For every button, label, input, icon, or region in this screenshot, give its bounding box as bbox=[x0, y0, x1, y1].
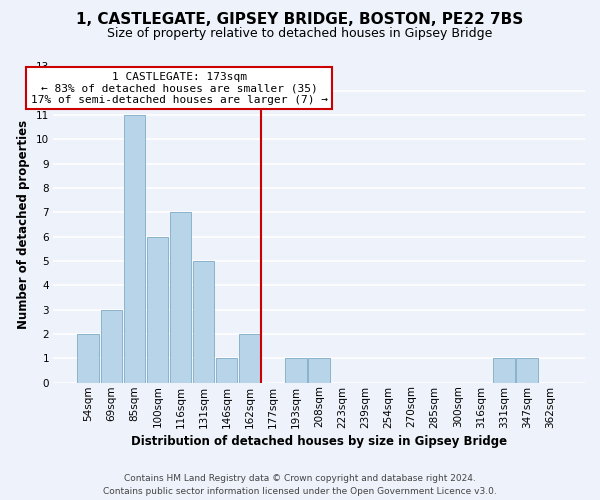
Bar bbox=[517, 358, 538, 382]
Text: Contains HM Land Registry data © Crown copyright and database right 2024.
Contai: Contains HM Land Registry data © Crown c… bbox=[103, 474, 497, 496]
Bar bbox=[239, 334, 260, 382]
Bar bbox=[124, 115, 145, 382]
Bar bbox=[308, 358, 330, 382]
Text: 1, CASTLEGATE, GIPSEY BRIDGE, BOSTON, PE22 7BS: 1, CASTLEGATE, GIPSEY BRIDGE, BOSTON, PE… bbox=[76, 12, 524, 28]
Bar bbox=[147, 236, 168, 382]
Bar bbox=[101, 310, 122, 382]
Text: 1 CASTLEGATE: 173sqm
← 83% of detached houses are smaller (35)
17% of semi-detac: 1 CASTLEGATE: 173sqm ← 83% of detached h… bbox=[31, 72, 328, 105]
Bar bbox=[493, 358, 515, 382]
Text: Size of property relative to detached houses in Gipsey Bridge: Size of property relative to detached ho… bbox=[107, 28, 493, 40]
Y-axis label: Number of detached properties: Number of detached properties bbox=[17, 120, 30, 329]
Bar bbox=[193, 261, 214, 382]
X-axis label: Distribution of detached houses by size in Gipsey Bridge: Distribution of detached houses by size … bbox=[131, 434, 507, 448]
Bar bbox=[77, 334, 98, 382]
Bar bbox=[216, 358, 238, 382]
Bar bbox=[170, 212, 191, 382]
Bar bbox=[286, 358, 307, 382]
